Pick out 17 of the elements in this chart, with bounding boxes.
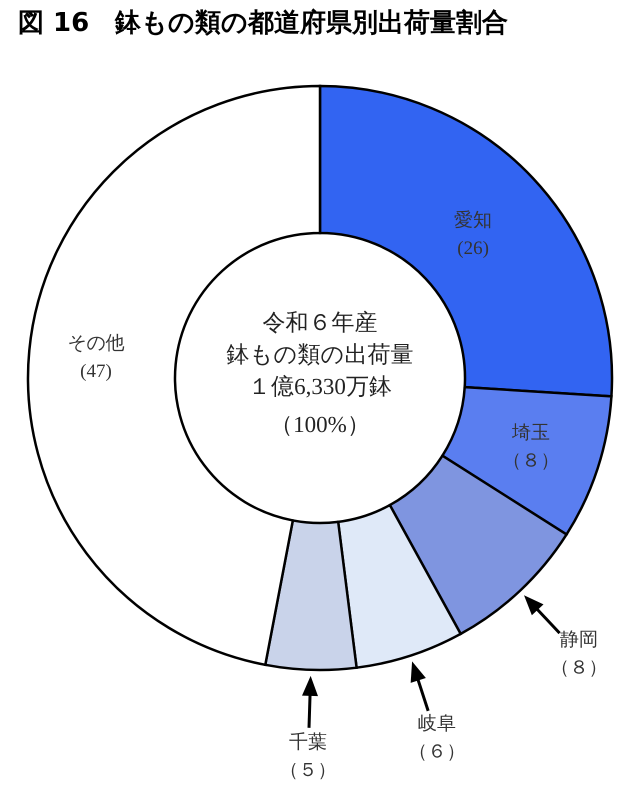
slice-label: 埼玉 bbox=[511, 422, 550, 444]
slice-label: 千葉 bbox=[289, 732, 328, 753]
slice-label: その他 bbox=[68, 332, 124, 354]
data-label: （８） bbox=[550, 658, 608, 679]
text: 鉢もの類の出荷量 bbox=[226, 342, 414, 367]
data-label: （６） bbox=[408, 742, 466, 762]
data-label: （８） bbox=[502, 450, 560, 472]
data-label: (47) bbox=[80, 360, 112, 382]
text: １億6,330万鉢 bbox=[248, 374, 392, 399]
text: （100%） bbox=[270, 412, 370, 437]
chart-title: 図 16 鉢もの類の都道府県別出荷量割合 bbox=[18, 8, 508, 38]
data-label: (26) bbox=[457, 238, 489, 260]
slice-label: 静岡 bbox=[560, 630, 598, 651]
slice-label: 愛知 bbox=[454, 210, 492, 232]
data-label: （５） bbox=[280, 760, 337, 781]
slice-label: 岐阜 bbox=[418, 714, 456, 734]
text: 令和６年産 bbox=[262, 310, 378, 335]
